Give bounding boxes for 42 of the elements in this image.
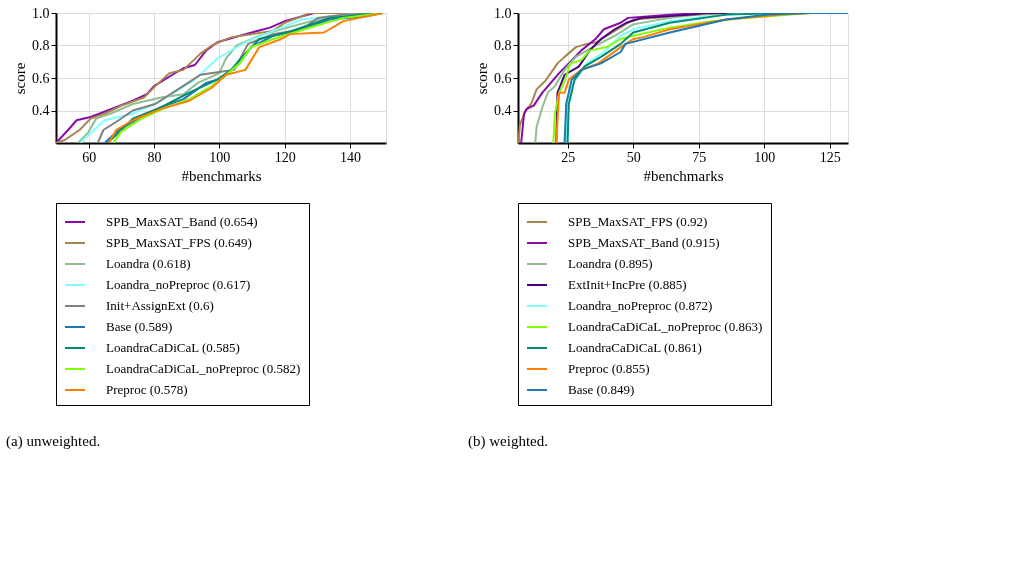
legend-label: SPB_MaxSAT_Band (0.915) <box>568 235 720 250</box>
x-tick-label: 25 <box>561 149 576 165</box>
legend-label: SPB_MaxSAT_FPS (0.92) <box>568 214 708 229</box>
y-axis-title: score <box>12 62 28 95</box>
y-tick-label: 0.4 <box>494 103 512 118</box>
x-tick-label: 125 <box>819 149 841 165</box>
x-tick-label: 80 <box>147 149 162 165</box>
y-tick-label: 0.6 <box>32 70 50 86</box>
legend-label: LoandraCaDiCaL (0.861) <box>568 340 702 355</box>
text: (b) weighted. <box>468 432 548 450</box>
x-tick-label: 100 <box>209 149 231 165</box>
y-tick-label: 0.8 <box>494 38 512 53</box>
x-axis-title: #benchmarks <box>181 167 262 184</box>
legend-label: Loandra_noPreproc (0.872) <box>568 298 713 313</box>
legend-label: Loandra (0.895) <box>568 256 653 271</box>
legend-label: LoandraCaDiCaL_noPreproc (0.582) <box>106 361 301 376</box>
legend-label: Loandra (0.618) <box>106 256 191 271</box>
legend-label: Loandra_noPreproc (0.617) <box>106 277 251 292</box>
legend-label: SPB_MaxSAT_Band (0.654) <box>106 214 258 229</box>
y-tick-label: 1.0 <box>494 5 512 21</box>
x-axis-title: #benchmarks <box>643 167 724 184</box>
legend-label: Base (0.849) <box>568 382 635 397</box>
legend-label: SPB_MaxSAT_FPS (0.649) <box>106 235 252 250</box>
x-tick-label: 100 <box>754 149 776 165</box>
legend-label: LoandraCaDiCaL (0.585) <box>106 340 240 355</box>
x-tick-label: 120 <box>274 149 296 165</box>
x-tick-label: 50 <box>626 149 641 165</box>
x-tick-label: 60 <box>82 149 97 165</box>
legend-label: Preproc (0.855) <box>568 361 650 376</box>
legend-label: Init+AssignExt (0.6) <box>106 298 214 313</box>
y-tick-label: 0.8 <box>32 38 50 53</box>
legend-label: Base (0.589) <box>106 319 173 334</box>
x-tick-label: 140 <box>340 149 362 165</box>
y-tick-label: 0.6 <box>494 70 512 86</box>
y-tick-label: 0.4 <box>32 103 50 118</box>
legend-label: ExtInit+IncPre (0.885) <box>568 277 687 292</box>
legend-label: LoandraCaDiCaL_noPreproc (0.863) <box>568 319 763 334</box>
legend-label: Preproc (0.578) <box>106 382 188 397</box>
text: (a) unweighted. <box>6 432 101 450</box>
y-axis-title: score <box>474 62 490 95</box>
x-tick-label: 75 <box>692 149 707 165</box>
y-tick-label: 1.0 <box>32 5 50 21</box>
